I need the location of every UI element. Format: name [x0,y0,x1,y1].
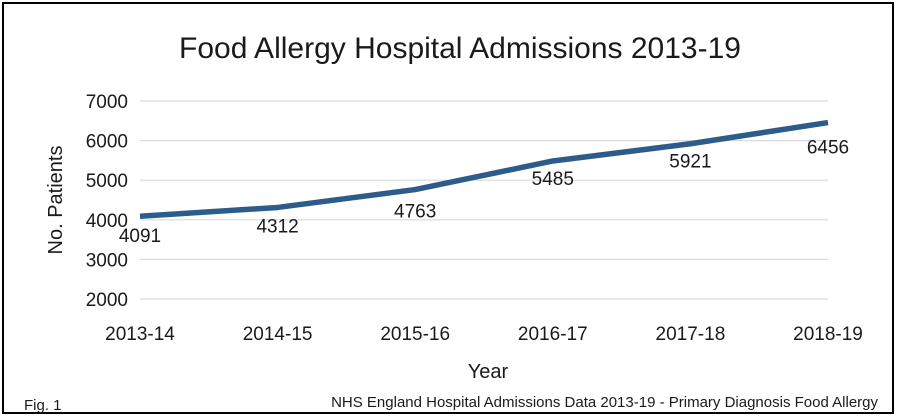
data-labels: 4091 4312 4763 5485 5921 6456 [119,138,849,248]
data-label: 4763 [394,202,436,223]
chart-title: Food Allergy Hospital Admissions 2013-19 [179,32,741,65]
y-axis-ticks: 2000 3000 4000 5000 6000 7000 [86,92,128,311]
x-tick-label: 2013-14 [105,324,175,345]
data-label: 4312 [256,216,298,237]
y-axis-title: No. Patients [45,146,67,255]
figure-label: Fig. 1 [24,397,62,414]
source-note: NHS England Hospital Admissions Data 201… [331,394,878,411]
data-label: 5485 [532,169,574,190]
x-axis-title: Year [468,361,509,383]
data-label: 6456 [807,138,849,159]
y-tick-label: 3000 [86,250,128,271]
x-tick-label: 2016-17 [518,324,588,345]
series-layer [139,119,829,219]
x-tick-label: 2014-15 [243,324,313,345]
x-tick-label: 2018-19 [793,324,863,345]
data-label: 5921 [669,152,711,173]
series-line [139,119,829,219]
x-tick-label: 2017-18 [656,324,726,345]
y-tick-label: 6000 [86,132,128,153]
data-label: 4091 [119,226,161,247]
y-tick-label: 7000 [86,92,128,113]
gridlines [140,100,828,300]
x-axis-ticks: 2013-14 2014-15 2015-16 2016-17 2017-18 2018-… [105,324,863,345]
y-tick-label: 4000 [86,211,128,232]
y-tick-label: 2000 [86,290,128,311]
chart-frame [2,2,894,414]
y-tick-label: 5000 [86,171,128,192]
x-tick-label: 2015-16 [380,324,450,345]
